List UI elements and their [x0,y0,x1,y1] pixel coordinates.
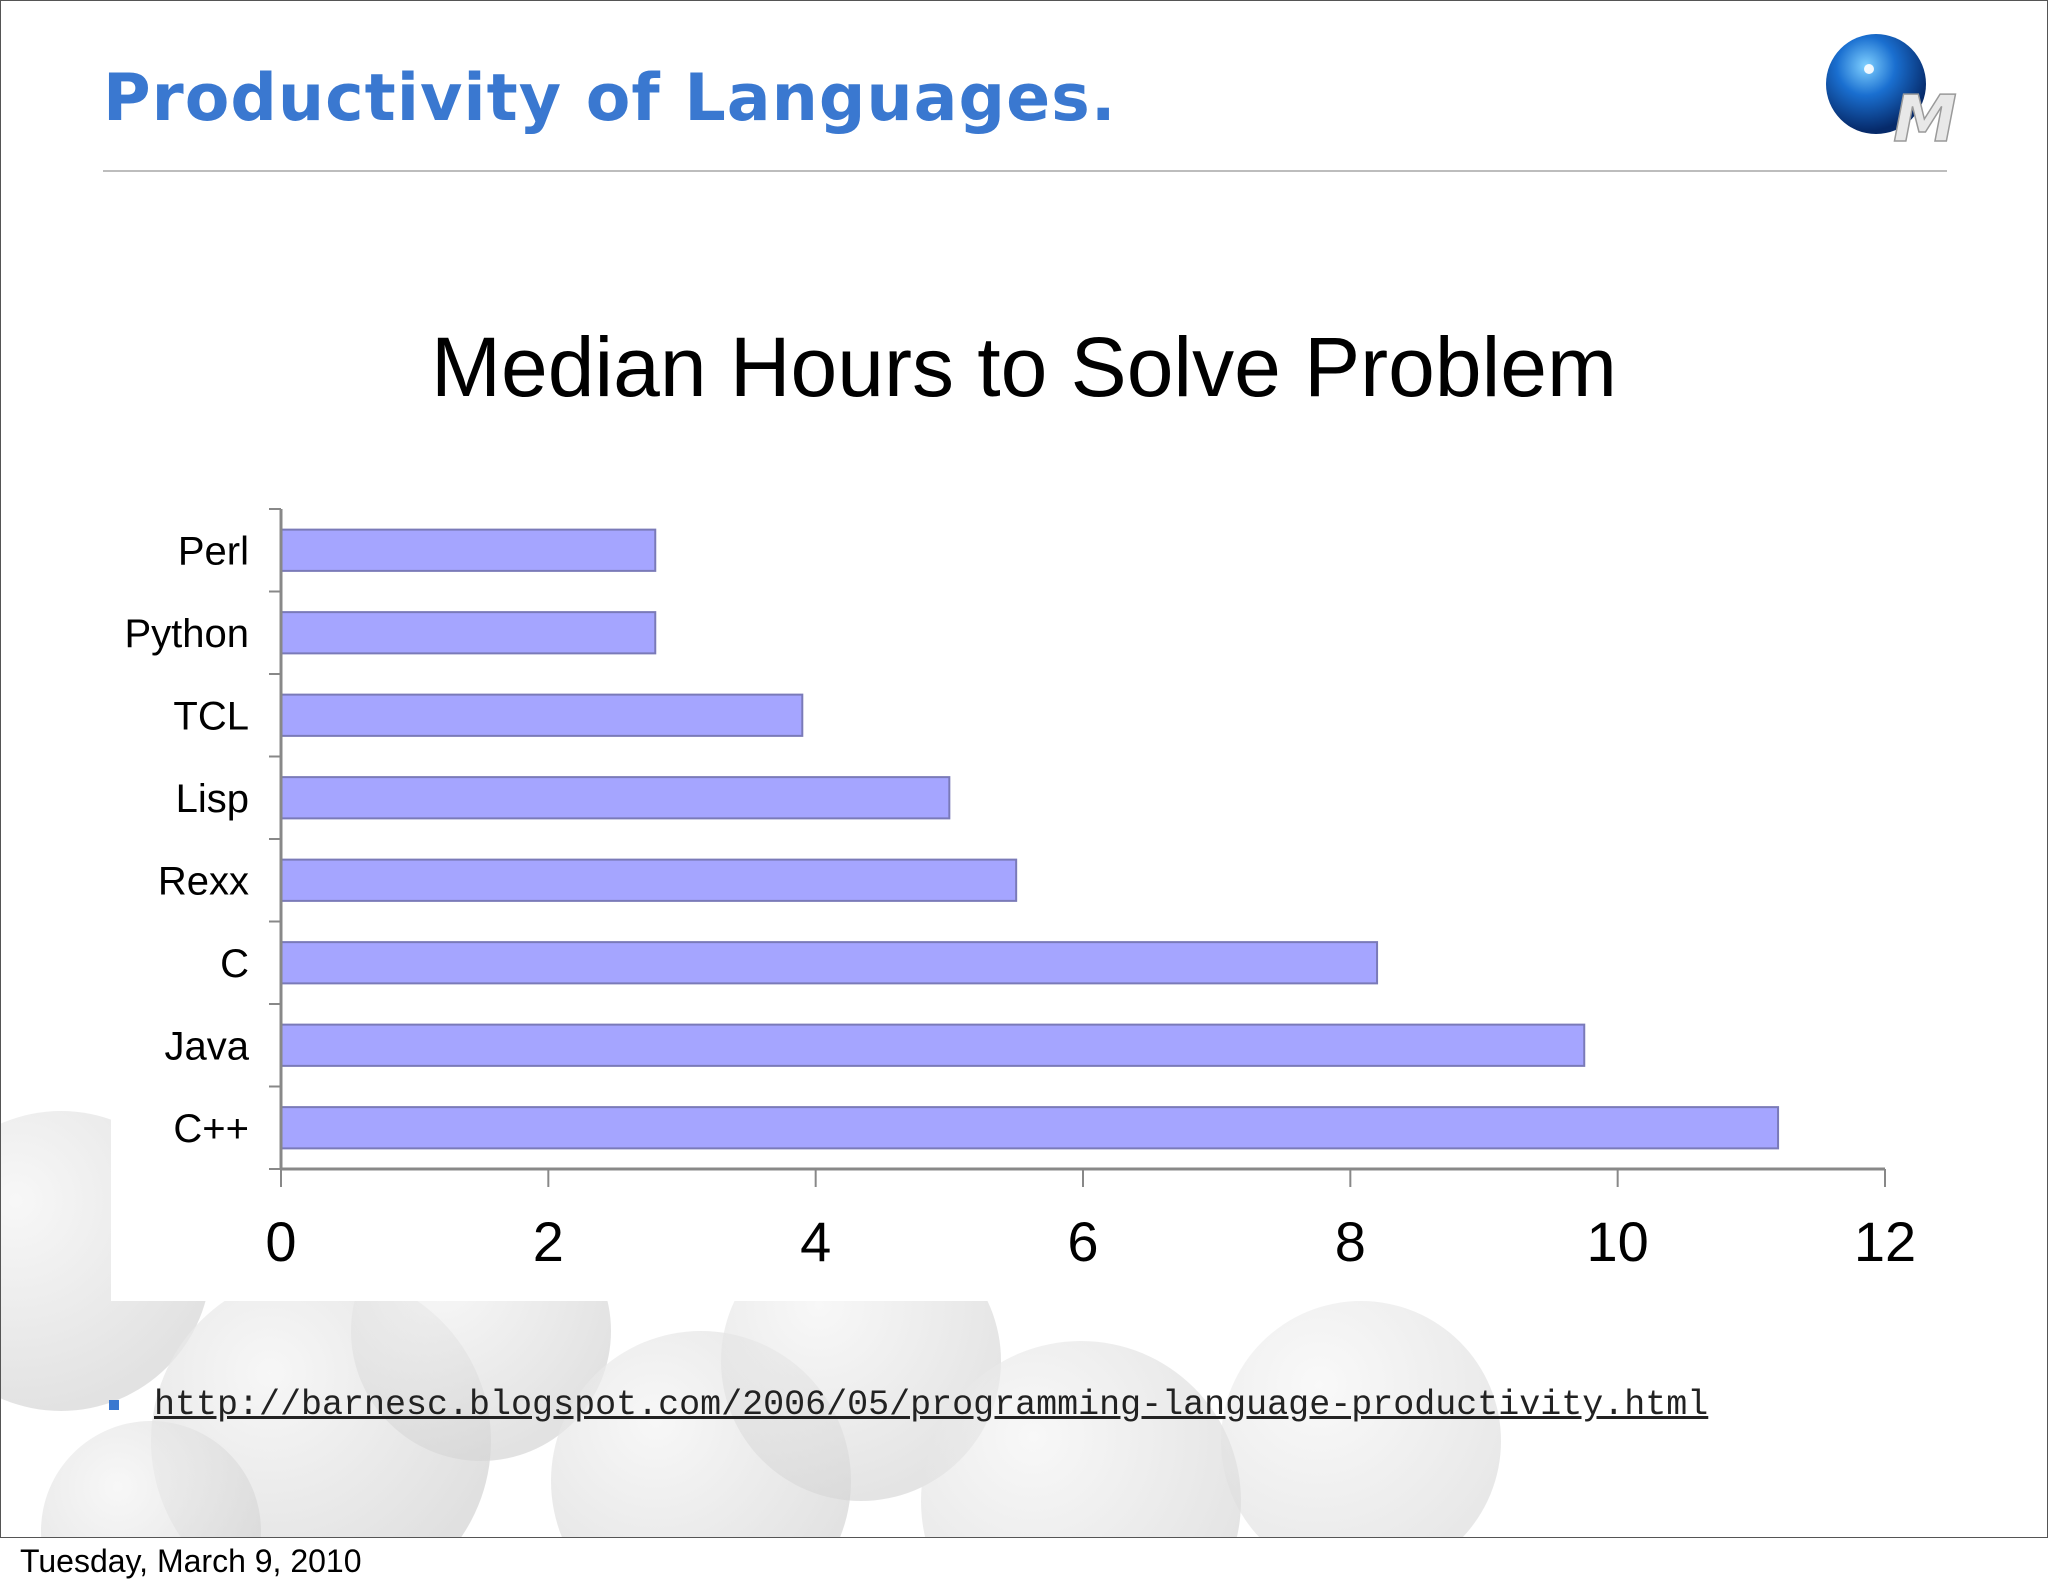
x-tick-label: 10 [1587,1210,1649,1273]
x-tick-label: 12 [1854,1210,1916,1273]
x-tick-label: 8 [1335,1210,1366,1273]
category-label: Perl [178,529,249,573]
bubble [921,1341,1241,1537]
logo-globe-icon: M [1826,34,1958,151]
x-tick-label: 6 [1067,1210,1098,1273]
bar-tcl [280,693,804,737]
bar-rexx [280,858,1018,902]
bar-perl [280,528,657,572]
chart-category-labels: Perl Python TCL Lisp Rexx C Java C++ [124,529,249,1151]
category-label: Java [165,1024,250,1068]
category-label: C [220,942,249,986]
bar-python [280,611,657,655]
category-label: TCL [173,694,249,738]
title-divider [103,170,1947,172]
category-label: Python [124,612,249,656]
bar-c [280,941,1379,985]
source-link[interactable]: http://barnesc.blogspot.com/2006/05/prog… [154,1385,1709,1425]
footer-date: Tuesday, March 9, 2010 [20,1543,362,1579]
chart-bars [280,528,1780,1150]
background-bubbles [1,1111,1501,1537]
bar-java [280,1023,1586,1067]
chart-tick-labels: 0 2 4 6 8 10 12 [265,1210,1916,1273]
bubble [41,1421,261,1537]
category-label: C++ [173,1107,249,1151]
x-tick-label: 4 [800,1210,831,1273]
category-label: Rexx [158,859,249,903]
bar-lisp [280,776,951,820]
bar-cpp [280,1106,1780,1150]
slide-title: Productivity of Languages. [103,61,1117,136]
chart-title: Median Hours to Solve Problem [431,320,1617,414]
logo-letter: M [1893,83,1957,151]
bullet-icon [109,1400,119,1410]
slide: Productivity of Languages. M Perl Python T… [0,0,2048,1538]
category-label: Lisp [176,777,249,821]
x-tick-label: 0 [265,1210,296,1273]
chart-axes [269,508,1886,1187]
bubble [1221,1301,1501,1537]
x-tick-label: 2 [533,1210,564,1273]
bar-chart: Perl Python TCL Lisp Rexx C Java C++ 0 2 4 6 8 10 12 [124,508,1916,1273]
